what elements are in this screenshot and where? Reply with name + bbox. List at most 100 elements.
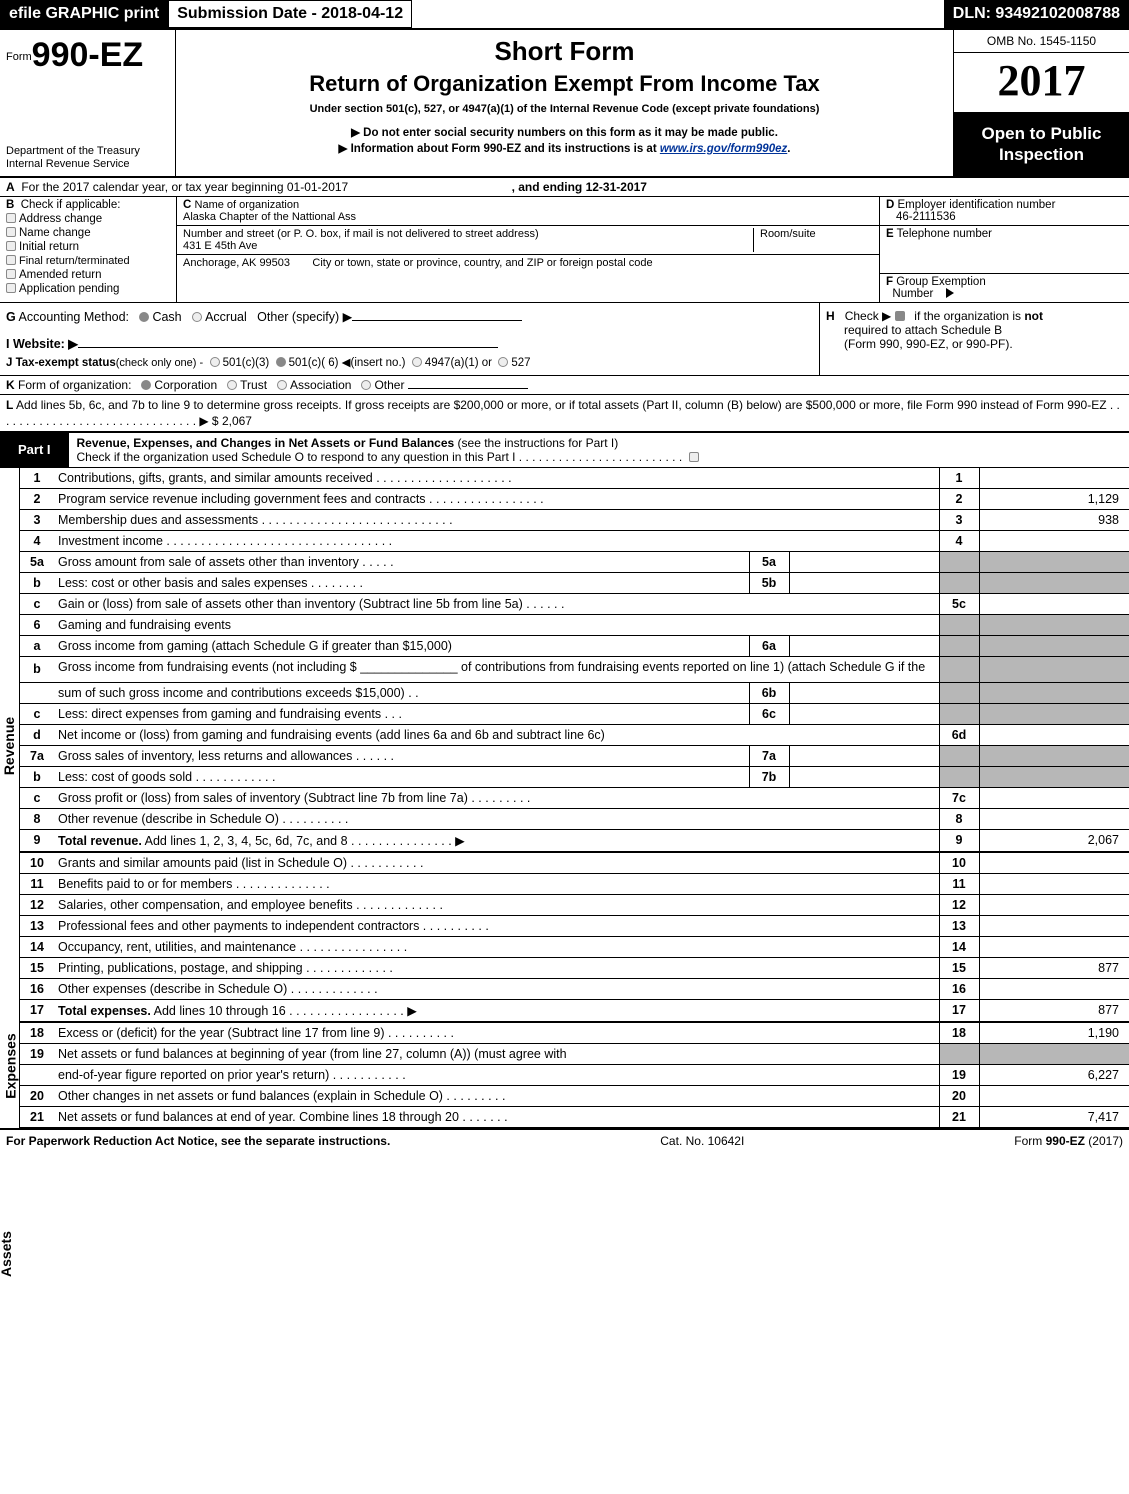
- mid-box-label: 7b: [749, 766, 789, 787]
- irs-link[interactable]: www.irs.gov/form990ez: [660, 143, 787, 155]
- header-right: OMB No. 1545-1150 2017 Open to Public In…: [953, 30, 1129, 176]
- line-number: 19: [20, 1043, 54, 1064]
- line-k-text: Form of organization:: [18, 378, 131, 392]
- radio-cash[interactable]: [139, 312, 149, 322]
- line-desc: Membership dues and assessments . . . . …: [54, 509, 939, 530]
- mid-box-label: 6a: [749, 635, 789, 656]
- line-desc: Printing, publications, postage, and shi…: [54, 957, 939, 978]
- chk-amended-return[interactable]: Amended return: [6, 269, 170, 281]
- right-box-number: 4: [939, 530, 979, 551]
- line-g-other: Other (specify) ▶: [257, 310, 352, 324]
- table-row: cLess: direct expenses from gaming and f…: [20, 703, 1129, 724]
- table-row: 14Occupancy, rent, utilities, and mainte…: [20, 936, 1129, 957]
- chk-address-change[interactable]: Address change: [6, 213, 170, 225]
- topbar-spacer: [412, 0, 944, 28]
- table-row: 15Printing, publications, postage, and s…: [20, 957, 1129, 978]
- right-value: 7,417: [979, 1106, 1129, 1127]
- note2-post: .: [787, 143, 790, 155]
- right-value: [979, 808, 1129, 829]
- part1-sub: (see the instructions for Part I): [458, 436, 619, 450]
- chk-schedule-o[interactable]: [689, 452, 699, 462]
- footer-right-post: (2017): [1085, 1134, 1123, 1148]
- right-value: [979, 530, 1129, 551]
- line-desc: Program service revenue including govern…: [54, 488, 939, 509]
- line-desc: Less: cost of goods sold . . . . . . . .…: [54, 766, 749, 787]
- table-row: 11Benefits paid to or for members . . . …: [20, 873, 1129, 894]
- radio-accrual[interactable]: [192, 312, 202, 322]
- omb-number: OMB No. 1545-1150: [954, 30, 1129, 53]
- line-k-label: K: [6, 378, 15, 392]
- line-j-sub: (check only one) -: [116, 357, 203, 369]
- org-name-label: Name of organization: [195, 199, 300, 211]
- mid-box-label: 5b: [749, 572, 789, 593]
- line-number: 3: [20, 509, 54, 530]
- line-number: 14: [20, 936, 54, 957]
- chk-application-pending[interactable]: Application pending: [6, 283, 170, 295]
- right-box-number: 20: [939, 1085, 979, 1106]
- chk-final-return[interactable]: Final return/terminated: [6, 255, 170, 267]
- header-left: Form990-EZ Department of the Treasury In…: [0, 30, 176, 176]
- website-line: [78, 347, 498, 348]
- line-number: b: [20, 572, 54, 593]
- box-f-title: Group Exemption: [896, 276, 986, 288]
- line-number: c: [20, 787, 54, 808]
- line-g-text: Accounting Method:: [19, 310, 130, 324]
- right-value: [979, 936, 1129, 957]
- chk-name-change[interactable]: Name change: [6, 227, 170, 239]
- right-value: 1,190: [979, 1022, 1129, 1044]
- part1-label: Part I: [0, 433, 69, 467]
- submission-date: Submission Date - 2018-04-12: [168, 0, 412, 28]
- right-box-number: 21: [939, 1106, 979, 1127]
- right-box-number: 11: [939, 873, 979, 894]
- radio-association[interactable]: [277, 380, 287, 390]
- chk-schedule-b[interactable]: [895, 311, 905, 321]
- box-c-label: C: [183, 199, 191, 211]
- line-number: 6: [20, 614, 54, 635]
- tax-year: 2017: [954, 53, 1129, 113]
- radio-trust[interactable]: [227, 380, 237, 390]
- radio-corporation[interactable]: [141, 380, 151, 390]
- table-row: 1Contributions, gifts, grants, and simil…: [20, 468, 1129, 489]
- radio-501c3[interactable]: [210, 357, 220, 367]
- right-val: [979, 614, 1129, 635]
- table-row: 7aGross sales of inventory, less returns…: [20, 745, 1129, 766]
- box-b: B Check if applicable: Address change Na…: [0, 197, 176, 302]
- radio-other-org[interactable]: [361, 380, 371, 390]
- part1-check-line: Check if the organization used Schedule …: [77, 450, 683, 464]
- right-val: [979, 656, 1129, 682]
- dln-label: DLN: 93492102008788: [944, 0, 1129, 28]
- right-value: [979, 852, 1129, 874]
- line-desc: Net assets or fund balances at beginning…: [54, 1043, 939, 1064]
- expenses-side-label: Expenses: [3, 1033, 19, 1098]
- right-box-number: 5c: [939, 593, 979, 614]
- radio-501c[interactable]: [276, 357, 286, 367]
- boxes-def: D Employer identification number 46-2111…: [879, 197, 1129, 302]
- table-row: 20Other changes in net assets or fund ba…: [20, 1085, 1129, 1106]
- ein-value: 46-2111536: [896, 211, 956, 223]
- table-row: dNet income or (loss) from gaming and fu…: [20, 724, 1129, 745]
- box-e-title: Telephone number: [897, 228, 992, 240]
- line-number: [20, 682, 54, 703]
- radio-527[interactable]: [498, 357, 508, 367]
- mid-box-label: 6c: [749, 703, 789, 724]
- efile-label: efile GRAPHIC print: [0, 0, 168, 28]
- mid-box-value: [789, 745, 939, 766]
- room-label: Room/suite: [760, 228, 816, 240]
- box-f-label: F: [886, 276, 893, 288]
- right-value: [979, 1085, 1129, 1106]
- line-number: 11: [20, 873, 54, 894]
- part1-header: Part I Revenue, Expenses, and Changes in…: [0, 432, 1129, 468]
- header-mid: Short Form Return of Organization Exempt…: [176, 30, 953, 176]
- mid-box-value: [789, 703, 939, 724]
- table-row: 16Other expenses (describe in Schedule O…: [20, 978, 1129, 999]
- arrow-icon: [946, 288, 954, 298]
- right-box: [939, 1043, 979, 1064]
- chk-initial-return[interactable]: Initial return: [6, 241, 170, 253]
- radio-4947[interactable]: [412, 357, 422, 367]
- other-org-line: [408, 388, 528, 389]
- right-value: [979, 468, 1129, 489]
- box-f-title2: Number: [892, 288, 933, 300]
- footer: For Paperwork Reduction Act Notice, see …: [0, 1128, 1129, 1148]
- line-number: 15: [20, 957, 54, 978]
- footer-left: For Paperwork Reduction Act Notice, see …: [6, 1134, 390, 1148]
